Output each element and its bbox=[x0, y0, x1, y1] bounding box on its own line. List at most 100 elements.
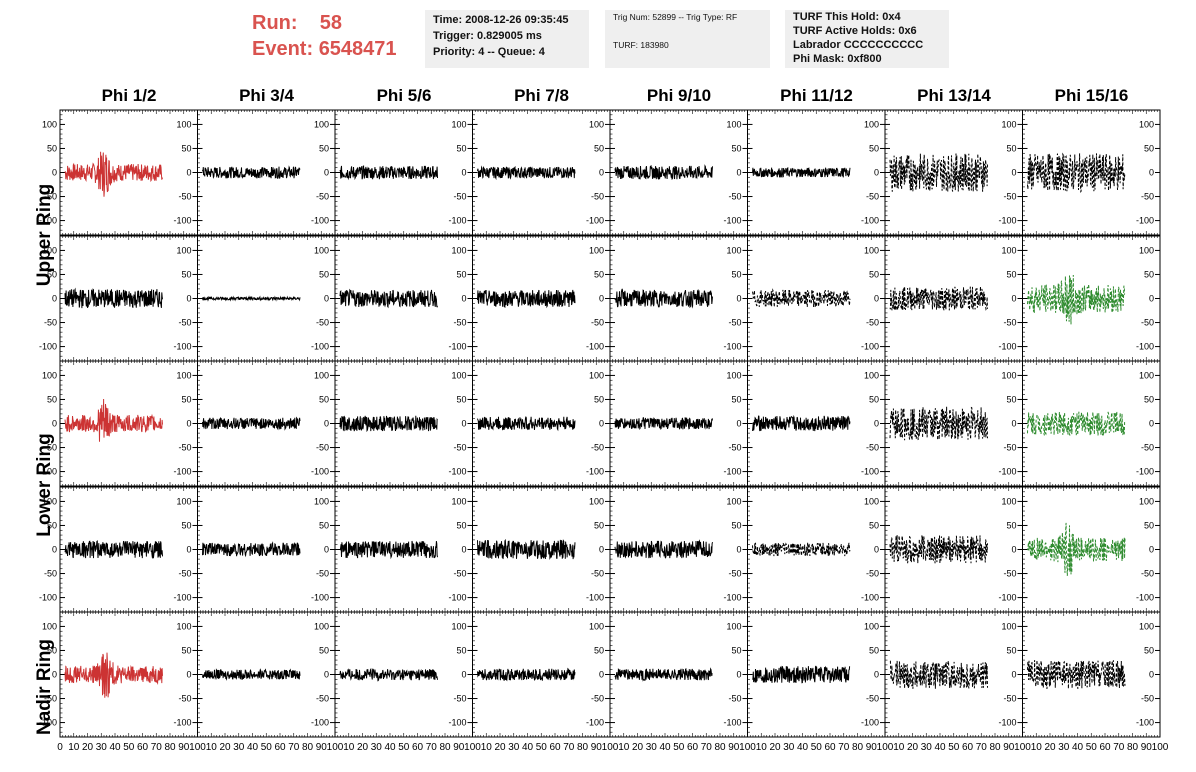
y-tick-label-inner: 100 bbox=[589, 370, 604, 380]
y-tick-label-inner: 0 bbox=[1011, 545, 1016, 555]
y-tick-label-inner: -50 bbox=[1003, 318, 1016, 328]
y-tick-label-inner: -100 bbox=[1136, 593, 1154, 603]
y-tick-label-inner: -50 bbox=[866, 318, 879, 328]
y-tick-label: -50 bbox=[44, 569, 57, 579]
panel-r4-c3: -100 -50 0 50 100 bbox=[334, 486, 473, 613]
y-tick-label-inner: -50 bbox=[178, 443, 191, 453]
y-tick-label-inner: 100 bbox=[864, 496, 879, 506]
y-tick-label-inner: 50 bbox=[319, 394, 329, 404]
y-tick-label-inner: -50 bbox=[728, 318, 741, 328]
y-tick-label-inner: 100 bbox=[1139, 119, 1154, 129]
column-header-3: Phi 5/6 bbox=[376, 86, 432, 105]
panel-r5-c1: -100 -100 -50 -50 0 0 50 50 100 100 bbox=[39, 611, 198, 738]
y-tick-label-inner: 100 bbox=[589, 245, 604, 255]
waveform-trace bbox=[64, 540, 163, 560]
y-tick-label-inner: 0 bbox=[1011, 294, 1016, 304]
y-tick-label: 100 bbox=[42, 621, 57, 631]
y-tick-label: -100 bbox=[39, 216, 57, 226]
y-tick-label-inner: 50 bbox=[1144, 269, 1154, 279]
panel-r2-c4: -100 -50 0 50 100 bbox=[472, 235, 611, 362]
y-tick-label-inner: 0 bbox=[736, 419, 741, 429]
y-tick-label-inner: -50 bbox=[728, 443, 741, 453]
y-tick-label-inner: -100 bbox=[448, 342, 466, 352]
y-tick-label-inner: 100 bbox=[726, 119, 741, 129]
y-tick-label-inner: -100 bbox=[723, 467, 741, 477]
y-tick-label-inner: 50 bbox=[594, 269, 604, 279]
y-tick-label-inner: 0 bbox=[736, 294, 741, 304]
y-tick-label-inner: -50 bbox=[591, 192, 604, 202]
y-tick-label-inner: -100 bbox=[173, 593, 191, 603]
panel-r4-c2: -100 -50 0 50 100 bbox=[197, 486, 336, 613]
waveform-trace bbox=[1027, 411, 1126, 436]
y-tick-label-inner: -50 bbox=[1003, 443, 1016, 453]
y-tick-label-inner: -100 bbox=[311, 593, 329, 603]
y-tick-label-inner: 50 bbox=[594, 394, 604, 404]
y-tick-label: 0 bbox=[52, 670, 57, 680]
labrador-text: Labrador CCCCCCCCCC bbox=[793, 39, 924, 51]
y-tick-label-inner: 50 bbox=[456, 269, 466, 279]
panel-r3-c7: -100 -50 0 50 100 bbox=[884, 360, 1023, 487]
column-header-2: Phi 3/4 bbox=[239, 86, 294, 105]
y-tick-label-inner: 100 bbox=[726, 370, 741, 380]
y-tick-label-inner: -100 bbox=[173, 718, 191, 728]
waveform-trace bbox=[64, 652, 163, 698]
y-tick-label-inner: 50 bbox=[319, 269, 329, 279]
y-tick-label-inner: 100 bbox=[176, 119, 191, 129]
time-text: Time: 2008-12-26 09:35:45 bbox=[433, 14, 569, 26]
y-tick-label-inner: 50 bbox=[319, 520, 329, 530]
y-tick-label-inner: 0 bbox=[874, 545, 879, 555]
y-tick-label-inner: -100 bbox=[861, 216, 879, 226]
y-tick-label: 50 bbox=[47, 394, 57, 404]
waveform-trace bbox=[339, 288, 438, 309]
y-tick-label-inner: 50 bbox=[731, 269, 741, 279]
y-tick-label-inner: 50 bbox=[181, 269, 191, 279]
y-tick-label-inner: 50 bbox=[1144, 394, 1154, 404]
y-tick-label-inner: -50 bbox=[316, 443, 329, 453]
y-tick-label-inner: 0 bbox=[736, 168, 741, 178]
waveform-trace bbox=[202, 416, 301, 431]
y-tick-label-inner: -100 bbox=[998, 467, 1016, 477]
y-tick-label-inner: -100 bbox=[1136, 342, 1154, 352]
y-tick-label-inner: 100 bbox=[451, 370, 466, 380]
y-tick-label-inner: -100 bbox=[448, 467, 466, 477]
panel-r3-c8: -100 -50 0 50 100 bbox=[1022, 360, 1161, 487]
y-tick-label-inner: -50 bbox=[591, 569, 604, 579]
y-tick-label-inner: -100 bbox=[861, 593, 879, 603]
time-info-box: Time: 2008-12-26 09:35:45 Trigger: 0.829… bbox=[425, 10, 589, 68]
y-tick-label-inner: -100 bbox=[998, 593, 1016, 603]
y-tick-label-inner: 100 bbox=[1001, 496, 1016, 506]
y-tick-label-inner: 100 bbox=[176, 245, 191, 255]
panel-r4-c5: -100 -50 0 50 100 bbox=[609, 486, 748, 613]
y-tick-label-inner: 50 bbox=[181, 143, 191, 153]
column-header-6: Phi 11/12 bbox=[780, 86, 853, 105]
waveform-trace bbox=[752, 167, 851, 178]
y-tick-label-inner: 100 bbox=[864, 119, 879, 129]
y-tick-label-inner: 0 bbox=[1149, 545, 1154, 555]
panel-r4-c4: -100 -50 0 50 100 bbox=[472, 486, 611, 613]
y-tick-label-inner: 0 bbox=[874, 294, 879, 304]
y-tick-label-inner: -100 bbox=[448, 216, 466, 226]
panel-r2-c2: -100 -50 0 50 100 bbox=[197, 235, 336, 362]
y-tick-label-inner: -50 bbox=[178, 192, 191, 202]
column-header-7: Phi 13/14 bbox=[917, 86, 991, 105]
y-tick-label-inner: 0 bbox=[1011, 419, 1016, 429]
waveform-trace bbox=[477, 165, 576, 181]
y-tick-label-inner: 100 bbox=[1001, 370, 1016, 380]
y-tick-label-inner: -50 bbox=[316, 318, 329, 328]
y-tick-label-inner: -100 bbox=[173, 216, 191, 226]
y-tick-label: 50 bbox=[47, 645, 57, 655]
y-tick-label: -50 bbox=[44, 443, 57, 453]
y-tick-label-inner: 100 bbox=[864, 245, 879, 255]
y-tick-label-inner: -50 bbox=[591, 443, 604, 453]
y-tick-label-inner: -50 bbox=[453, 694, 466, 704]
y-tick-label-inner: -100 bbox=[586, 216, 604, 226]
y-tick-label-inner: 50 bbox=[456, 645, 466, 655]
y-tick-label-inner: -100 bbox=[723, 216, 741, 226]
trig-info-box: Trig Num: 52899 -- Trig Type: RF TURF: 1… bbox=[605, 10, 770, 68]
y-tick-label-inner: -50 bbox=[1003, 569, 1016, 579]
waveform-trace bbox=[339, 165, 438, 181]
y-tick-label-inner: 0 bbox=[874, 419, 879, 429]
waveform-trace bbox=[1027, 274, 1126, 325]
y-tick-label: -100 bbox=[39, 342, 57, 352]
